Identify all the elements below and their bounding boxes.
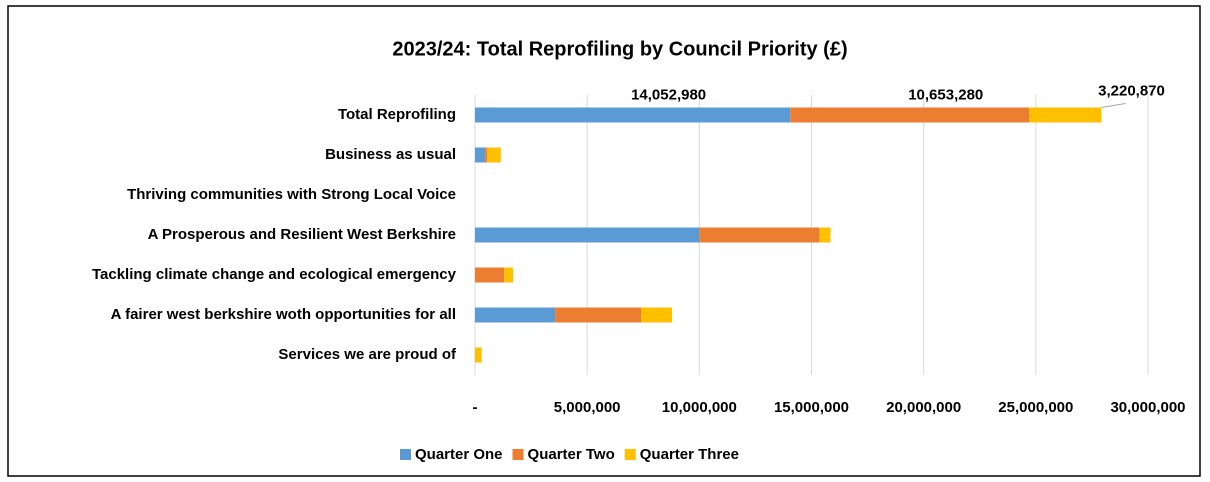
data-label: 14,052,980 <box>631 86 706 103</box>
legend-label: Quarter Three <box>640 446 739 463</box>
x-tick-label: 5,000,000 <box>554 399 621 416</box>
bar <box>475 227 700 243</box>
x-tick-label: 10,000,000 <box>662 399 737 416</box>
bar <box>1029 107 1102 123</box>
x-tick-label: 20,000,000 <box>886 399 961 416</box>
x-tick-label: 25,000,000 <box>998 399 1073 416</box>
bar <box>487 147 501 163</box>
x-tick-label: - <box>473 399 478 416</box>
legend-swatch <box>624 449 636 460</box>
bar <box>475 107 791 123</box>
legend-label: Quarter One <box>415 446 503 463</box>
chart-title: 2023/24: Total Reprofiling by Council Pr… <box>392 38 847 60</box>
bar <box>555 307 642 323</box>
data-label: 3,220,870 <box>1098 82 1165 99</box>
x-tick-label: 30,000,000 <box>1110 399 1185 416</box>
y-tick-label: A Prosperous and Resilient West Berkshir… <box>148 226 456 243</box>
bar <box>699 227 820 243</box>
y-tick-label: Services we are proud of <box>278 346 457 363</box>
bar <box>475 147 486 163</box>
bar <box>790 107 1030 123</box>
bar <box>475 307 556 323</box>
legend-label: Quarter Two <box>528 446 615 463</box>
bar <box>475 267 505 283</box>
legend-swatch <box>400 449 411 460</box>
data-label: 10,653,280 <box>908 86 983 103</box>
bar <box>485 147 488 163</box>
y-tick-label: Business as usual <box>325 146 456 163</box>
bar <box>475 347 482 363</box>
y-tick-label: Thriving communities with Strong Local V… <box>127 186 456 203</box>
legend-swatch <box>512 449 524 460</box>
y-tick-label: Tackling climate change and ecological e… <box>92 266 457 283</box>
y-tick-label: Total Reprofiling <box>338 106 456 123</box>
x-tick-label: 15,000,000 <box>774 399 849 416</box>
bar <box>641 307 672 323</box>
leader-line <box>1101 103 1126 108</box>
bar <box>504 267 514 283</box>
bar <box>819 227 831 243</box>
y-tick-label: A fairer west berkshire woth opportuniti… <box>111 306 456 323</box>
